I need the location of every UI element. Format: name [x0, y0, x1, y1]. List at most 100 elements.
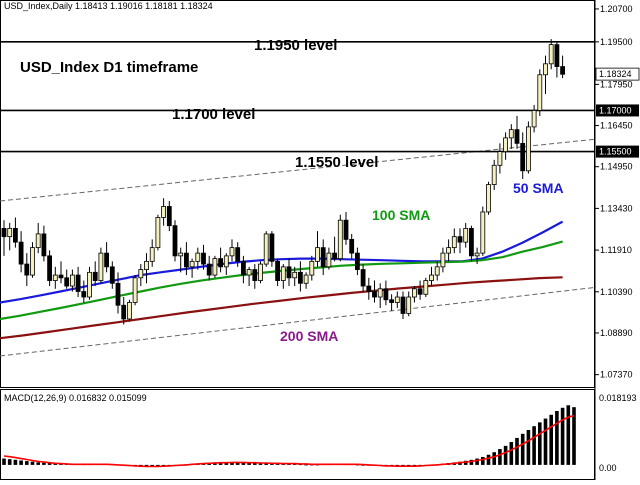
- candle: [269, 231, 275, 267]
- candle: [183, 242, 189, 276]
- candle: [497, 143, 503, 174]
- macd-histogram-bar: [42, 462, 46, 465]
- candle-body-down: [104, 252, 109, 268]
- candle: [400, 291, 406, 319]
- candle: [70, 269, 75, 292]
- candle: [474, 247, 480, 265]
- candle-body-up: [309, 260, 315, 276]
- candle: [121, 297, 127, 325]
- candle-body-down: [92, 271, 98, 281]
- candle-body-down: [252, 269, 258, 281]
- macd-panel-frame: [0, 389, 595, 480]
- candle: [1, 220, 7, 256]
- macd-histogram-bar: [264, 463, 268, 465]
- candle-body-down: [206, 263, 212, 276]
- candle-body-up: [87, 271, 92, 298]
- candle: [263, 231, 269, 267]
- macd-histogram-bar: [503, 445, 508, 465]
- timeframe-label: USD_Index D1 timeframe: [20, 59, 198, 76]
- candle: [144, 253, 149, 284]
- candle: [292, 266, 298, 287]
- candle: [280, 264, 286, 289]
- candle: [52, 266, 58, 289]
- candle: [218, 247, 224, 273]
- candle-body-up: [263, 233, 269, 265]
- candle-body-down: [235, 247, 241, 262]
- candle: [383, 280, 389, 306]
- candle: [309, 255, 315, 281]
- candle-body-up: [161, 206, 167, 218]
- macd-histogram-bar: [515, 437, 519, 465]
- candle-body-down: [64, 277, 70, 287]
- macd-tick-top: 0.018193: [599, 393, 637, 403]
- candle: [81, 280, 87, 303]
- price-tick-label: 1.13430: [600, 203, 633, 213]
- macd-histogram-bar: [13, 459, 18, 465]
- candle-body-down: [383, 288, 389, 301]
- candle-body-down: [320, 247, 326, 268]
- candle: [360, 264, 366, 292]
- candle-body-down: [121, 304, 127, 320]
- candle-body-up: [35, 233, 41, 249]
- macd-histogram-bar: [498, 449, 502, 465]
- macd-histogram-bar: [543, 418, 548, 465]
- candle-body-up: [246, 269, 252, 276]
- macd-histogram-bar: [475, 458, 479, 465]
- candle-body-down: [468, 228, 474, 257]
- candle-body-up: [434, 266, 440, 276]
- candle: [411, 286, 417, 303]
- candle: [337, 214, 343, 262]
- candle-body-down: [269, 233, 275, 262]
- candle-body-up: [280, 266, 286, 281]
- candle: [480, 206, 486, 256]
- candle: [349, 233, 355, 259]
- macd-indicator: [2, 405, 576, 468]
- macd-histogram-bar: [492, 452, 496, 465]
- candle: [394, 291, 400, 308]
- macd-histogram-bar: [53, 463, 58, 465]
- candle: [508, 124, 514, 149]
- candle-body-up: [149, 247, 155, 262]
- candle: [520, 132, 526, 180]
- macd-histogram-bar: [560, 407, 565, 465]
- level-label-1195: 1.1950 level: [254, 37, 337, 54]
- macd-tick-zero: 0.00: [599, 463, 617, 473]
- candle-body-down: [109, 266, 115, 284]
- channel-lower-line: [0, 286, 596, 357]
- price-tick-label: 1.14950: [600, 162, 633, 172]
- candle-body-up: [127, 302, 132, 320]
- candle-body-up: [132, 277, 138, 303]
- candle: [326, 247, 332, 270]
- candle-body-down: [12, 228, 18, 243]
- candle: [246, 266, 252, 287]
- candle: [166, 200, 172, 232]
- candle-body-down: [240, 260, 246, 276]
- candle-body-down: [172, 225, 178, 257]
- candle-body-down: [218, 258, 224, 268]
- symbol-header: USD_Index,Daily 1.18413 1.19016 1.18181 …: [4, 1, 213, 11]
- candle-body-down: [417, 288, 423, 295]
- candle-body-up: [474, 252, 480, 257]
- candle: [75, 266, 81, 298]
- candlesticks: [1, 39, 565, 325]
- candle: [417, 280, 423, 300]
- candle: [491, 159, 497, 191]
- candle: [440, 247, 446, 273]
- candle-body-up: [491, 164, 497, 185]
- candle: [92, 261, 98, 287]
- candle: [429, 266, 434, 287]
- level-lines: [0, 41, 595, 153]
- candle-body-up: [258, 263, 263, 281]
- channel-upper-line: [0, 138, 596, 202]
- candle-body-down: [332, 252, 338, 260]
- macd-histogram-bar: [247, 462, 251, 465]
- macd-histogram-bar: [481, 456, 485, 465]
- candle-body-down: [58, 274, 64, 279]
- candle-body-down: [286, 266, 292, 279]
- sma50-label: 50 SMA: [513, 180, 564, 196]
- candle: [178, 247, 184, 273]
- macd-histogram-bar: [253, 462, 257, 465]
- macd-histogram-bar: [19, 460, 23, 465]
